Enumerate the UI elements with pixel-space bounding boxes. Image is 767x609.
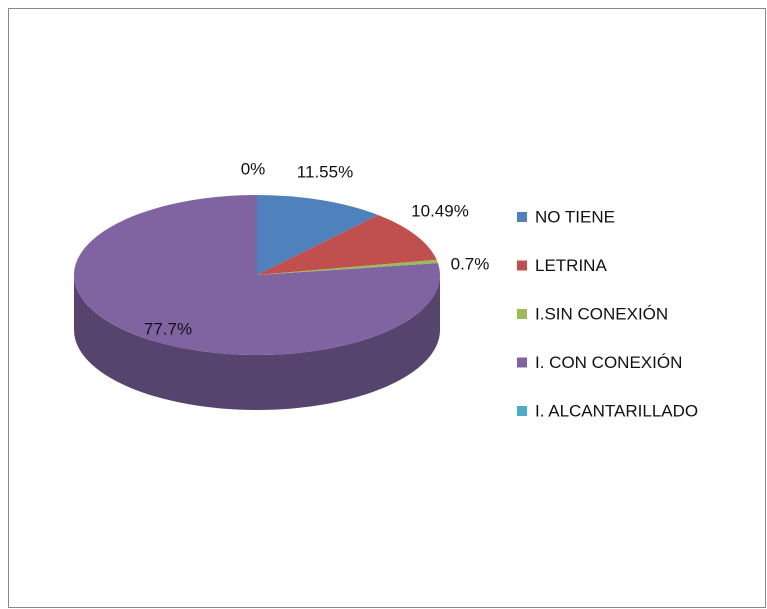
pie-slice	[73, 195, 441, 355]
data-label: 0.7%	[451, 254, 490, 273]
legend-label: I. CON CONEXIÓN	[535, 353, 682, 372]
legend-label: LETRINA	[535, 256, 607, 275]
legend-swatch	[517, 357, 527, 368]
legend-label: NO TIENE	[535, 207, 615, 226]
legend-label: I.SIN CONEXIÓN	[535, 304, 668, 323]
pie-slice	[257, 214, 437, 275]
pie-slice-side	[74, 275, 440, 410]
legend-swatch	[517, 212, 527, 222]
data-label: 10.49%	[411, 201, 469, 220]
pie-slice	[257, 259, 438, 275]
legend-label: I. ALCANTARILLADO	[535, 401, 698, 420]
data-label: 77.7%	[144, 319, 192, 338]
pie-slice	[257, 195, 379, 275]
legend-swatch	[517, 260, 527, 271]
legend-swatch	[517, 309, 527, 319]
data-label: 11.55%	[297, 162, 353, 181]
legend-swatch	[517, 406, 527, 416]
data-label: 0%	[241, 159, 266, 178]
